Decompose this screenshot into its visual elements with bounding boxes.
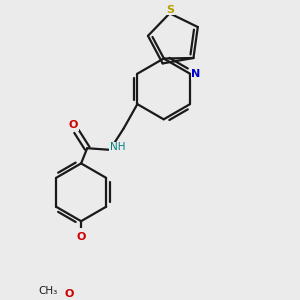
- Text: NH: NH: [110, 142, 125, 152]
- Text: N: N: [191, 69, 201, 79]
- Text: S: S: [167, 4, 175, 14]
- Text: O: O: [76, 232, 86, 242]
- Text: O: O: [69, 120, 78, 130]
- Text: O: O: [64, 289, 74, 299]
- Text: CH₃: CH₃: [39, 286, 58, 296]
